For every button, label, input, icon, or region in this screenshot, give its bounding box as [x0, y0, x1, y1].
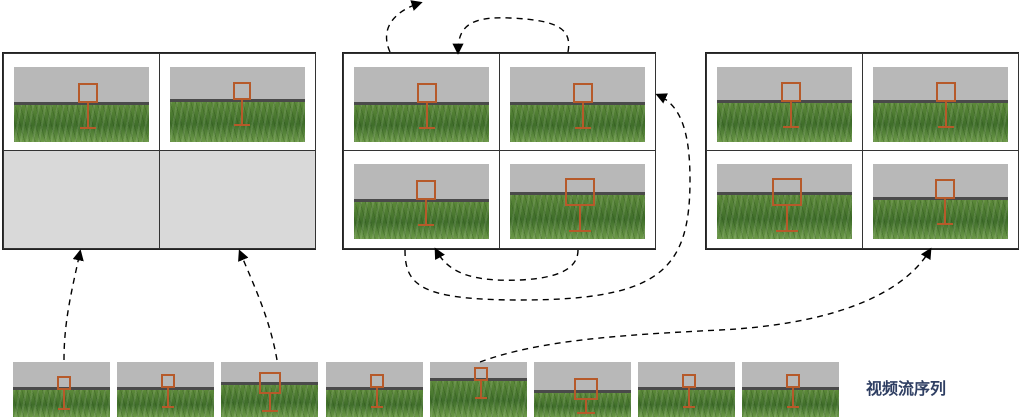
- arrow-middle-cell2-to-cell1: [452, 17, 570, 55]
- panel-right-cell-2: [862, 53, 1019, 151]
- arrow-seq3-to-left-cell4: [238, 249, 278, 361]
- arrow-middle-cell1-up: [385, 0, 423, 53]
- video-frame-thumbnail: [717, 67, 852, 142]
- panel-right-cell-3: [706, 150, 863, 249]
- arrow-seq5-to-right-cell4: [479, 247, 932, 363]
- sequence-frame-8: [742, 362, 839, 417]
- panel-middle-cell-1: [343, 53, 500, 151]
- arrow-middle-cell4-to-cell3: [434, 247, 579, 281]
- video-stream-sequence-label: 视频流序列: [866, 379, 947, 398]
- video-frame-thumbnail: [510, 164, 645, 239]
- panel-left-cell-3: [3, 150, 160, 249]
- video-frame-thumbnail: [354, 164, 489, 239]
- panel-middle-cell-4: [499, 150, 656, 249]
- panel-left-cell-2: [159, 53, 316, 151]
- video-frame-thumbnail: [873, 164, 1008, 239]
- video-frame-thumbnail: [170, 67, 305, 142]
- panel-middle-cell-2: [499, 53, 656, 151]
- panel-right-cell-1: [706, 53, 863, 151]
- panel-middle: [342, 52, 656, 250]
- panel-middle-cell-3: [343, 150, 500, 249]
- sequence-frame-5: [430, 362, 527, 417]
- sequence-frame-7: [638, 362, 735, 417]
- panel-right-cell-4: [862, 150, 1019, 249]
- arrow-seq1-to-left-cell3: [63, 249, 84, 361]
- video-frame-thumbnail: [354, 67, 489, 142]
- sequence-frame-6: [534, 362, 631, 417]
- sequence-frame-3: [221, 362, 318, 417]
- sequence-frame-1: [13, 362, 110, 417]
- panel-left-cell-4: [159, 150, 316, 249]
- panel-left-cell-1: [3, 53, 160, 151]
- sequence-frame-2: [117, 362, 214, 417]
- panel-left: [2, 52, 316, 250]
- video-frame-thumbnail: [873, 67, 1008, 142]
- panel-right: [705, 52, 1019, 250]
- video-frame-thumbnail: [14, 67, 149, 142]
- video-frame-thumbnail: [717, 164, 852, 239]
- video-frame-thumbnail: [510, 67, 645, 142]
- sequence-frame-4: [326, 362, 423, 417]
